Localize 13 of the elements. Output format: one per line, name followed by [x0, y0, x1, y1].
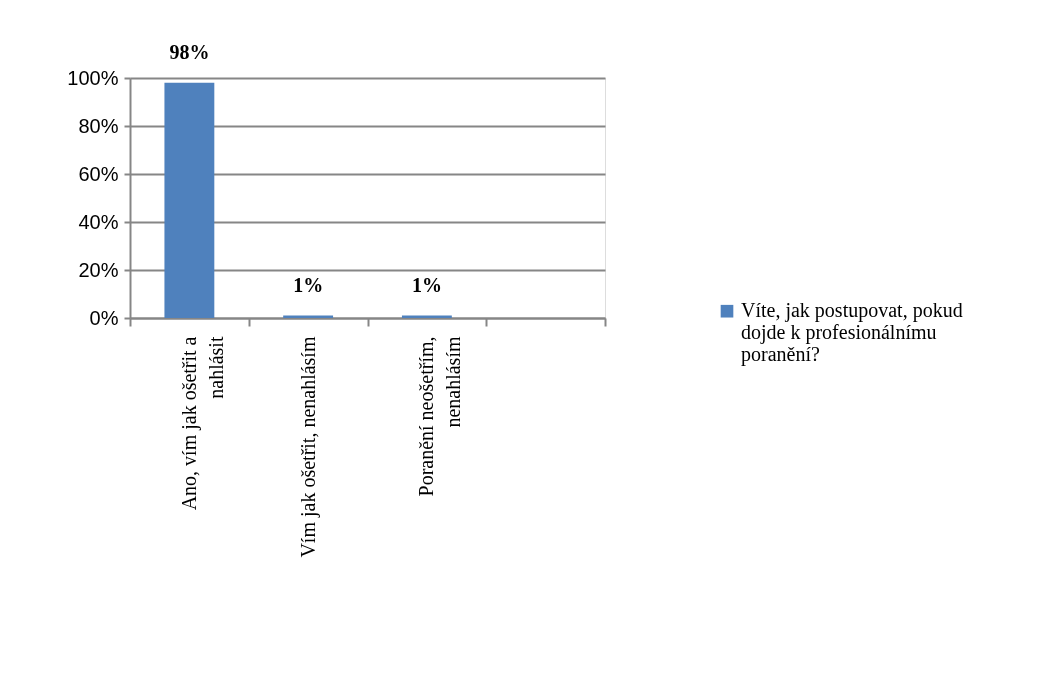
y-tick-label: 100%	[67, 66, 119, 89]
y-tick-label: 40%	[78, 210, 119, 233]
y-tick-label: 20%	[78, 258, 119, 281]
data-label: 98%	[169, 40, 210, 63]
x-tick-label: Vím jak ošetřit, nenahlásím	[296, 336, 320, 558]
y-tick-label: 60%	[78, 162, 119, 185]
legend-label: Víte, jak postupovat, pokud dojde k profesionálnímu poranění?	[741, 299, 963, 367]
data-label: 1%	[293, 273, 324, 296]
y-tick-label: 0%	[89, 306, 119, 329]
x-tick-label: Ano, vím jak ošetřit a nahlásit	[177, 336, 227, 511]
data-label: 1%	[411, 273, 442, 296]
y-tick-label: 80%	[78, 114, 119, 137]
x-tick-label: Poranění neošetřím, nenahlásím	[415, 336, 465, 497]
